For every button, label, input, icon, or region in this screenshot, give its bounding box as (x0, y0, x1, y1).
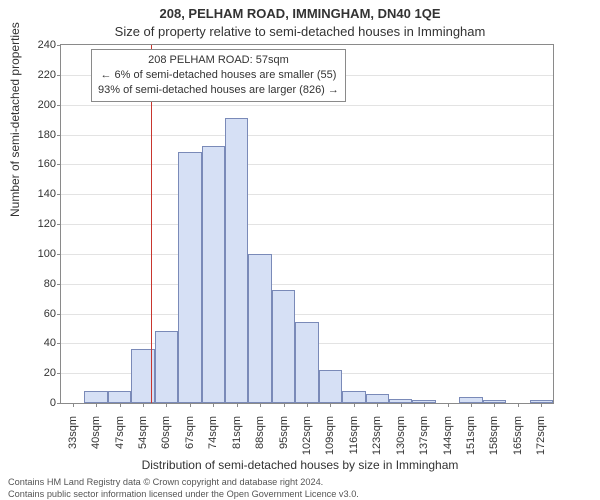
ytick-label: 180 (24, 129, 56, 141)
gridline (61, 314, 553, 315)
annotation-line: 93% of semi-detached houses are larger (… (98, 83, 339, 98)
gridline (61, 194, 553, 195)
histogram-bar (248, 254, 271, 403)
ytick (57, 254, 61, 255)
histogram-bar (366, 394, 389, 403)
xtick (120, 403, 121, 407)
xtick (401, 403, 402, 407)
ytick-label: 140 (24, 188, 56, 200)
xtick (96, 403, 97, 407)
gridline (61, 254, 553, 255)
gridline (61, 164, 553, 165)
footer-line: Contains HM Land Registry data © Crown c… (8, 477, 359, 489)
histogram-bar (178, 152, 201, 403)
xtick (260, 403, 261, 407)
xtick (284, 403, 285, 407)
xtick (143, 403, 144, 407)
ytick-label: 220 (24, 69, 56, 81)
annotation-box: 208 PELHAM ROAD: 57sqm← 6% of semi-detac… (91, 49, 346, 102)
ytick-label: 40 (24, 337, 56, 349)
ytick (57, 343, 61, 344)
xtick (354, 403, 355, 407)
histogram-bar (202, 146, 225, 403)
attribution-footer: Contains HM Land Registry data © Crown c… (8, 477, 359, 500)
ytick-label: 60 (24, 308, 56, 320)
gridline (61, 105, 553, 106)
ytick (57, 164, 61, 165)
ytick (57, 105, 61, 106)
gridline (61, 135, 553, 136)
ytick (57, 373, 61, 374)
histogram-bar (319, 370, 342, 403)
xtick (471, 403, 472, 407)
xtick (541, 403, 542, 407)
gridline (61, 224, 553, 225)
ytick (57, 403, 61, 404)
histogram-bar (272, 290, 295, 403)
histogram-bar (84, 391, 107, 403)
plot-area: 208 PELHAM ROAD: 57sqm← 6% of semi-detac… (60, 44, 554, 404)
ytick (57, 284, 61, 285)
ytick (57, 224, 61, 225)
histogram-bar (108, 391, 131, 403)
xtick (494, 403, 495, 407)
ytick (57, 135, 61, 136)
ytick-label: 200 (24, 99, 56, 111)
annotation-line: 208 PELHAM ROAD: 57sqm (98, 53, 339, 68)
ytick-label: 100 (24, 248, 56, 260)
xtick (73, 403, 74, 407)
xtick (377, 403, 378, 407)
chart-title: 208, PELHAM ROAD, IMMINGHAM, DN40 1QE (0, 6, 600, 21)
ytick (57, 75, 61, 76)
xtick (237, 403, 238, 407)
xtick (166, 403, 167, 407)
ytick-label: 80 (24, 278, 56, 290)
footer-line: Contains public sector information licen… (8, 489, 359, 500)
ytick-label: 120 (24, 218, 56, 230)
ytick-label: 0 (24, 397, 56, 409)
chart-container: 208, PELHAM ROAD, IMMINGHAM, DN40 1QE Si… (0, 0, 600, 500)
chart-subtitle: Size of property relative to semi-detach… (0, 24, 600, 39)
annotation-line: ← 6% of semi-detached houses are smaller… (98, 68, 339, 83)
ytick (57, 194, 61, 195)
xtick (518, 403, 519, 407)
y-axis-label: Number of semi-detached properties (8, 22, 22, 217)
xtick (307, 403, 308, 407)
xtick (448, 403, 449, 407)
xtick (213, 403, 214, 407)
ytick (57, 45, 61, 46)
histogram-bar (342, 391, 365, 403)
ytick (57, 314, 61, 315)
xtick (190, 403, 191, 407)
xtick (330, 403, 331, 407)
histogram-bar (225, 118, 248, 403)
histogram-bar (295, 322, 318, 403)
ytick-label: 160 (24, 158, 56, 170)
x-axis-label: Distribution of semi-detached houses by … (0, 458, 600, 472)
gridline (61, 284, 553, 285)
xtick (424, 403, 425, 407)
histogram-bar (155, 331, 178, 403)
ytick-label: 20 (24, 367, 56, 379)
ytick-label: 240 (24, 39, 56, 51)
